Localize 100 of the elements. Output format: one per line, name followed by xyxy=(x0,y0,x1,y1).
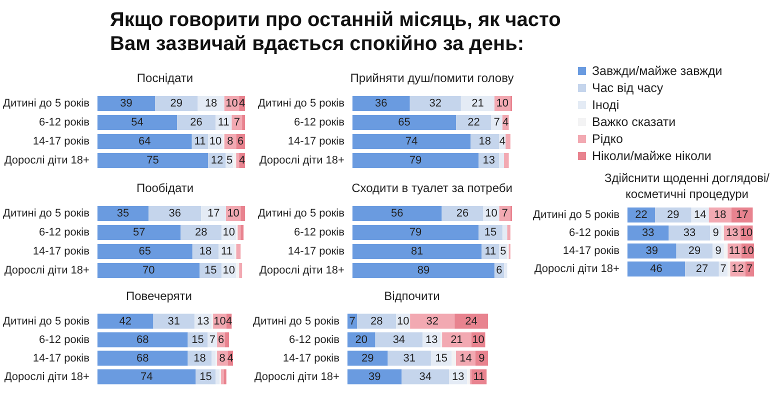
data-label: 75 xyxy=(146,154,159,166)
data-label: 13 xyxy=(726,227,738,239)
y-tick-label: Дитині до 5 років xyxy=(3,98,90,110)
y-tick-label: Дорослі діти 18+ xyxy=(534,263,620,275)
data-label: 79 xyxy=(409,154,422,166)
legend-label: Завжди/майже завжди xyxy=(592,64,722,78)
y-tick-label: Дорослі діти 18+ xyxy=(4,370,90,383)
y-tick-label: 14-17 років xyxy=(288,136,345,148)
data-label: 10 xyxy=(396,315,410,328)
data-label: 32 xyxy=(426,315,438,328)
data-label: 13 xyxy=(426,334,438,346)
data-label: 7 xyxy=(502,208,508,220)
chart-title: Прийняти душ/помити голову xyxy=(349,70,515,86)
data-label: 5 xyxy=(226,154,233,166)
data-label: 10 xyxy=(742,245,754,257)
data-label: 34 xyxy=(392,334,406,346)
data-label: 7 xyxy=(234,116,240,128)
legend-label: Важко сказати xyxy=(592,114,676,128)
data-label: 46 xyxy=(650,263,662,275)
legend-label: Ніколи/майже ніколи xyxy=(592,148,712,162)
data-label: 21 xyxy=(472,98,484,110)
y-tick-label: Дитині до 5 років xyxy=(258,208,345,220)
data-label: 15 xyxy=(200,370,212,383)
data-label: 13 xyxy=(196,315,210,328)
data-label: 17 xyxy=(736,209,748,221)
data-label: 34 xyxy=(419,370,432,383)
data-label: 18 xyxy=(714,209,726,221)
data-label: 15 xyxy=(435,352,448,364)
data-label: 15 xyxy=(484,226,497,238)
data-label: 11 xyxy=(194,136,206,148)
data-label: 5 xyxy=(500,246,506,258)
data-label: 10 xyxy=(227,208,240,220)
data-label: 10 xyxy=(209,136,222,148)
data-label: 54 xyxy=(131,116,144,128)
data-label: 10 xyxy=(485,208,498,220)
y-tick-label: 6-12 років xyxy=(294,226,345,238)
y-tick-label: 14-17 років xyxy=(32,352,90,364)
y-tick-label: Дорослі діти 18+ xyxy=(254,370,340,383)
data-label: 18 xyxy=(194,352,206,364)
data-label: 27 xyxy=(696,263,708,275)
chart-title: Сходити в туалет за потреби xyxy=(350,180,514,196)
data-label: 68 xyxy=(136,352,149,364)
data-label: 89 xyxy=(417,264,430,276)
data-label: 32 xyxy=(429,98,442,110)
y-tick-label: Дитині до 5 років xyxy=(3,315,90,328)
data-label: 7 xyxy=(349,315,356,328)
y-tick-label: 14-17 років xyxy=(32,136,90,148)
data-label: 31 xyxy=(168,315,180,328)
data-label: 11 xyxy=(473,370,485,383)
data-label: 4 xyxy=(227,352,234,364)
data-label: 22 xyxy=(635,209,648,221)
data-label: 36 xyxy=(375,98,388,110)
data-label: 14 xyxy=(460,352,472,364)
y-tick-label: 6-12 років xyxy=(39,334,90,346)
data-label: 11 xyxy=(218,116,230,128)
data-label: 13 xyxy=(452,370,464,383)
data-label: 6 xyxy=(496,264,502,276)
data-label: 10 xyxy=(472,334,484,346)
chart-title: Здійснити щоденні доглядові/ косметичні процедури xyxy=(604,170,770,202)
y-tick-label: Дитині до 5 років xyxy=(258,98,345,110)
data-label: 31 xyxy=(403,352,416,364)
y-tick-label: 14-17 років xyxy=(282,352,340,364)
y-tick-label: Дитині до 5 років xyxy=(253,315,340,328)
data-label: 4 xyxy=(499,136,506,148)
data-label: 11 xyxy=(221,246,232,258)
data-label: 36 xyxy=(168,208,182,220)
data-label: 64 xyxy=(138,136,151,148)
data-label: 10 xyxy=(496,98,509,110)
y-tick-label: Дорослі діти 18+ xyxy=(4,264,90,276)
chart-title: Повечеряти xyxy=(125,288,193,304)
y-tick-label: 14-17 років xyxy=(562,245,620,257)
legend-label: Рідко xyxy=(592,132,623,146)
data-label: 17 xyxy=(207,208,220,220)
text: Якщо говорити про останній місяць, як часто Вам зазвичай вдається спокійно за день: xyxy=(110,8,562,56)
y-tick-label: Дорослі діти 18+ xyxy=(259,154,344,166)
y-tick-label: 14-17 років xyxy=(288,246,345,258)
data-label: 18 xyxy=(199,246,212,258)
data-label: 26 xyxy=(190,116,202,128)
data-label: 10 xyxy=(226,98,238,110)
data-label: 14 xyxy=(694,209,706,221)
data-label: 70 xyxy=(142,264,155,276)
data-label: 12 xyxy=(732,263,744,275)
data-label: 9 xyxy=(712,227,719,239)
data-label: 18 xyxy=(204,98,218,110)
y-tick-label: Дитині до 5 років xyxy=(3,208,90,220)
data-label: 29 xyxy=(688,245,701,257)
y-tick-label: Дорослі діти 18+ xyxy=(4,154,90,166)
data-label: 33 xyxy=(683,227,696,239)
data-label: 12 xyxy=(210,154,224,166)
chart-title: Відпочити xyxy=(383,288,441,304)
data-label: 68 xyxy=(136,334,149,346)
data-label: 10 xyxy=(222,264,236,276)
data-label: 28 xyxy=(370,315,383,328)
y-tick-label: 6-12 років xyxy=(569,227,620,239)
data-label: 65 xyxy=(398,116,410,128)
chart-title: Пообідати xyxy=(135,180,195,196)
data-label: 20 xyxy=(355,334,368,346)
data-label: 4 xyxy=(238,98,246,110)
data-label: 10 xyxy=(214,315,226,328)
data-label: 8 xyxy=(227,136,234,148)
